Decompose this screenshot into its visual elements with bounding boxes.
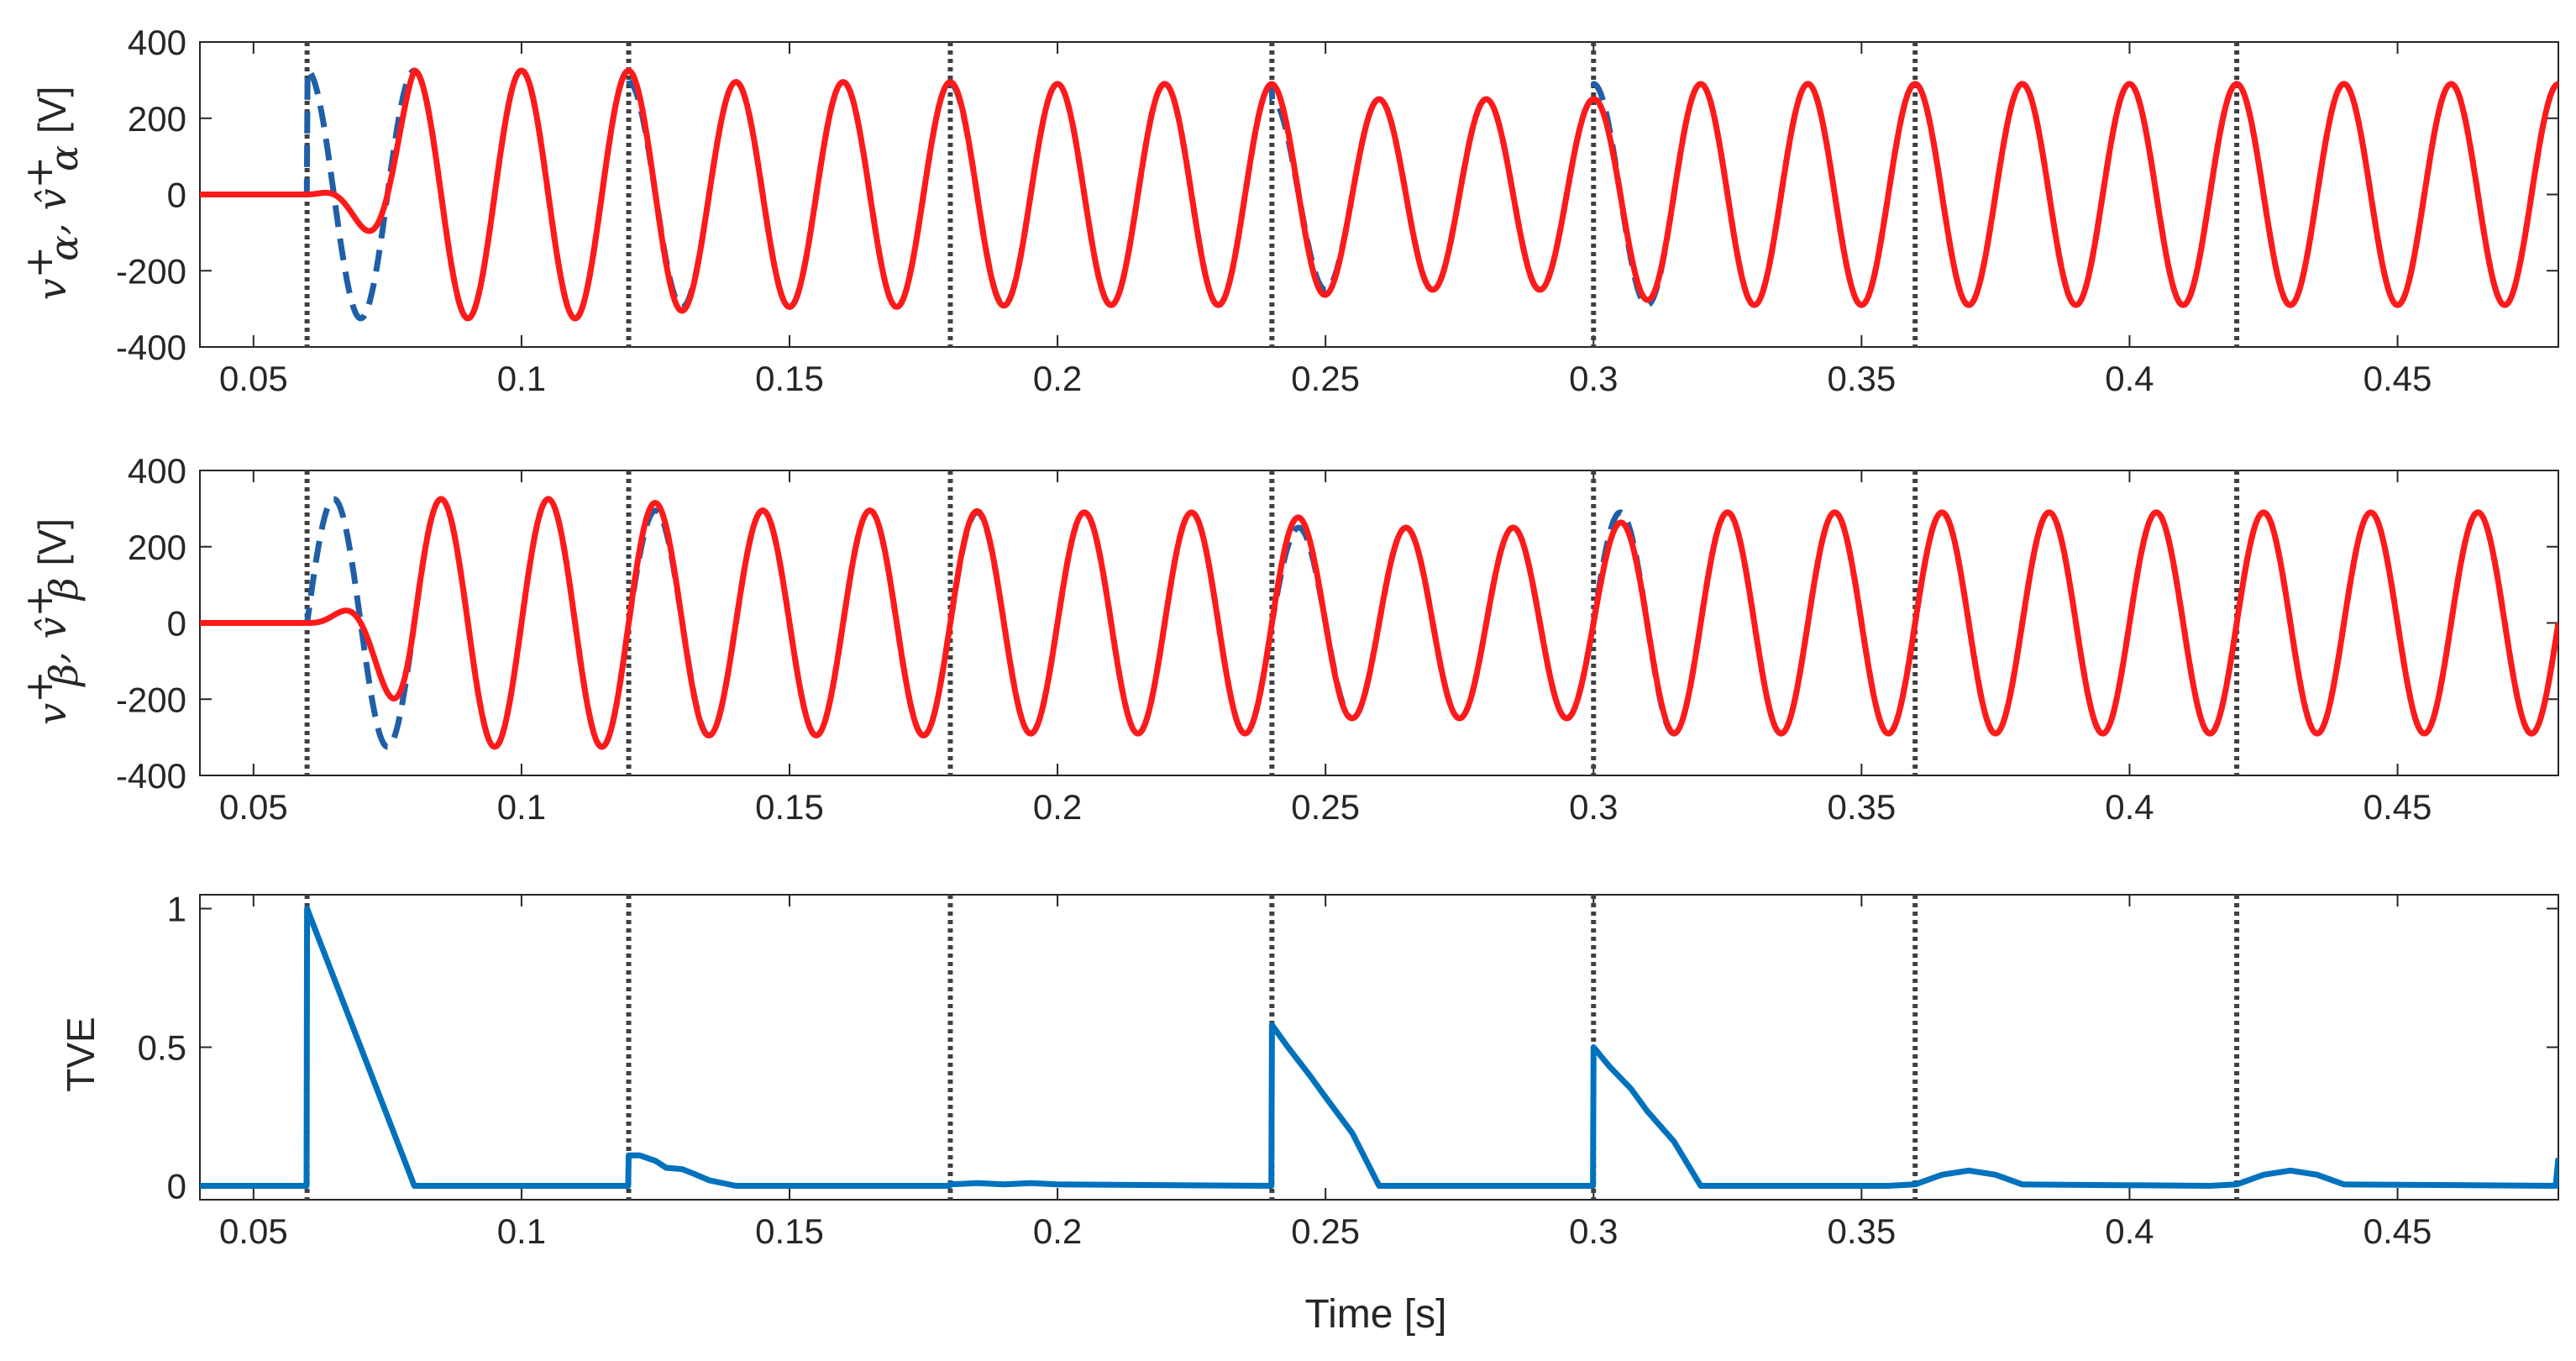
- series-line-estimated: [200, 496, 2558, 750]
- series-line-estimated: [200, 67, 2558, 322]
- x-tick-label: 0.05: [219, 787, 288, 827]
- xlabel-time: Time [s]: [1305, 1292, 1447, 1337]
- x-tick-label: 0.2: [1033, 1211, 1082, 1251]
- x-tick-label: 0.15: [755, 359, 824, 398]
- x-tick-label: 0.15: [755, 787, 824, 827]
- y-tick-label: 200: [128, 528, 186, 567]
- plot-area: [200, 895, 2558, 1200]
- axes-frame: [199, 41, 2559, 348]
- x-tick-label: 0.45: [2364, 787, 2432, 827]
- y-tick-label: 1: [167, 890, 186, 929]
- x-tick-label: 0.2: [1033, 787, 1082, 827]
- panel-v-alpha: 0.05 0.1 0.15 0.2 0.25 0.3 0.35 0.4 0.45 -400 -200…: [116, 23, 2559, 398]
- x-tick-label: 0.4: [2105, 787, 2154, 827]
- x-tick-label: 0.1: [497, 359, 546, 398]
- y-tick-label: 0.5: [138, 1028, 186, 1068]
- ylabel-v-alpha: v+α, v̂+α[V]: [16, 87, 87, 301]
- x-tick-label: 0.05: [219, 1211, 288, 1251]
- x-tick-label: 0.25: [1291, 787, 1360, 827]
- x-tick-label: 0.4: [2105, 359, 2154, 398]
- x-tick-label: 0.1: [497, 1211, 546, 1251]
- x-tick-label: 0.4: [2105, 1211, 2154, 1251]
- y-tick-label: 400: [128, 23, 186, 62]
- y-tick-label: 400: [128, 451, 186, 491]
- x-tick-label: 0.25: [1291, 1211, 1360, 1251]
- x-tick-label: 0.15: [755, 1211, 824, 1251]
- y-tick-label: 0: [167, 1167, 186, 1206]
- x-tick-label: 0.2: [1033, 359, 1082, 398]
- x-tick-label: 0.25: [1291, 359, 1360, 398]
- x-tick-label: 0.1: [497, 787, 546, 827]
- x-tick-label: 0.3: [1569, 1211, 1618, 1251]
- series-line-tve: [200, 906, 2558, 1189]
- panel-v-beta: 0.05 0.1 0.15 0.2 0.25 0.3 0.35 0.4 0.45 -400 -200…: [116, 451, 2559, 827]
- ylabel-v-beta: v+β, v̂+β[V]: [16, 518, 87, 725]
- y-tick-label: -200: [116, 680, 186, 719]
- y-tick-label: -400: [116, 328, 186, 367]
- plot-area: [200, 42, 2558, 347]
- axes-frame: [199, 894, 2559, 1201]
- x-tick-label: 0.3: [1569, 787, 1618, 827]
- series-line-measured: [200, 67, 2558, 322]
- x-tick-label: 0.45: [2364, 1211, 2432, 1251]
- y-tick-label: 200: [128, 99, 186, 139]
- y-tick-label: 0: [167, 176, 186, 215]
- y-tick-label: -400: [116, 756, 186, 796]
- x-tick-label: 0.3: [1569, 359, 1618, 398]
- ylabel-tve: TVE: [59, 1017, 102, 1091]
- y-tick-label: -200: [116, 251, 186, 291]
- x-tick-label: 0.05: [219, 359, 288, 398]
- x-tick-label: 0.45: [2364, 359, 2432, 398]
- x-tick-label: 0.35: [1827, 787, 1896, 827]
- x-tick-label: 0.35: [1827, 359, 1896, 398]
- panel-tve: 0.05 0.1 0.15 0.2 0.25 0.3 0.35 0.4 0.45 0 0.5 1: [138, 890, 2559, 1251]
- y-tick-label: 0: [167, 604, 186, 644]
- plot-area: [200, 470, 2558, 775]
- x-tick-label: 0.35: [1827, 1211, 1896, 1251]
